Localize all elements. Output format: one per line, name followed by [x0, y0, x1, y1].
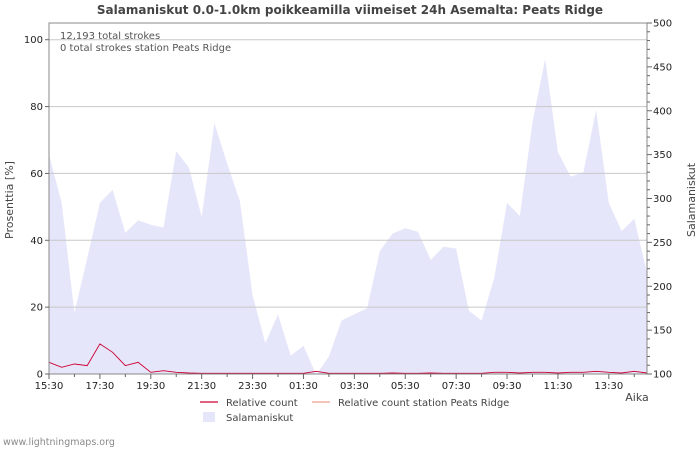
left-tick-label: 100 [24, 35, 43, 46]
footer-credit: www.lightningmaps.org [3, 437, 115, 448]
x-tick-label: 23:30 [238, 381, 267, 392]
grid-layer [49, 39, 647, 308]
right-tick-label: 350 [653, 150, 672, 161]
area-layer [49, 59, 647, 375]
left-tick-label: 20 [30, 303, 43, 314]
left-tick-label: 80 [30, 102, 43, 113]
x-tick-label: 07:30 [442, 381, 471, 392]
right-tick-label: 250 [653, 238, 672, 249]
x-tick-label: 09:30 [493, 381, 522, 392]
y-axis-left-label: Prosenttia [%] [3, 161, 16, 239]
x-tick-label: 21:30 [187, 381, 216, 392]
legend-label-salamaniskut: Salamaniskut [226, 413, 293, 424]
legend-label-relative-count: Relative count [226, 398, 298, 409]
right-tick-label: 400 [653, 106, 672, 117]
x-axis-label: Aika [625, 391, 649, 404]
y-axis-right-label: Salamaniskut [685, 162, 698, 237]
legend-label-relative-count-station: Relative count station Peats Ridge [338, 398, 509, 409]
legend-swatch-salamaniskut [203, 412, 215, 422]
x-tick-label: 19:30 [136, 381, 165, 392]
x-tick-label: 11:30 [544, 381, 573, 392]
x-tick-label: 13:30 [594, 381, 623, 392]
x-tick-label: 05:30 [391, 381, 420, 392]
x-tick-label: 17:30 [85, 381, 114, 392]
x-tick-label: 01:30 [289, 381, 318, 392]
x-tick-label: 15:30 [35, 381, 64, 392]
right-tick-label: 100 [653, 370, 672, 381]
right-tick-label: 300 [653, 194, 672, 205]
left-tick-label: 60 [30, 169, 43, 180]
x-tick-label: 03:30 [340, 381, 369, 392]
right-tick-label: 500 [653, 19, 672, 30]
annotation-total-strokes: 12,193 total strokes [60, 31, 160, 42]
left-tick-label: 40 [30, 236, 43, 247]
right-tick-label: 450 [653, 62, 672, 73]
annotation-station-strokes: 0 total strokes station Peats Ridge [60, 43, 231, 54]
x-axis: 15:30 17:30 19:30 21:30 23:30 01:30 03:30 05:30… [35, 374, 635, 392]
series-relative-count-line [48, 343, 648, 374]
left-tick-label: 0 [37, 370, 43, 381]
right-tick-label: 200 [653, 282, 672, 293]
chart-title: Salamaniskut 0.0-1.0km poikkeamilla viim… [97, 3, 603, 17]
left-axis: 0 20 40 60 80 100 [24, 35, 49, 381]
right-tick-label: 150 [653, 326, 672, 337]
legend: Relative count Relative count station Pe… [200, 398, 509, 424]
line-layer [48, 343, 648, 374]
series-salamaniskut-area [49, 59, 647, 375]
right-axis: 100 150 200 250 300 350 400 450 500 [647, 19, 672, 381]
